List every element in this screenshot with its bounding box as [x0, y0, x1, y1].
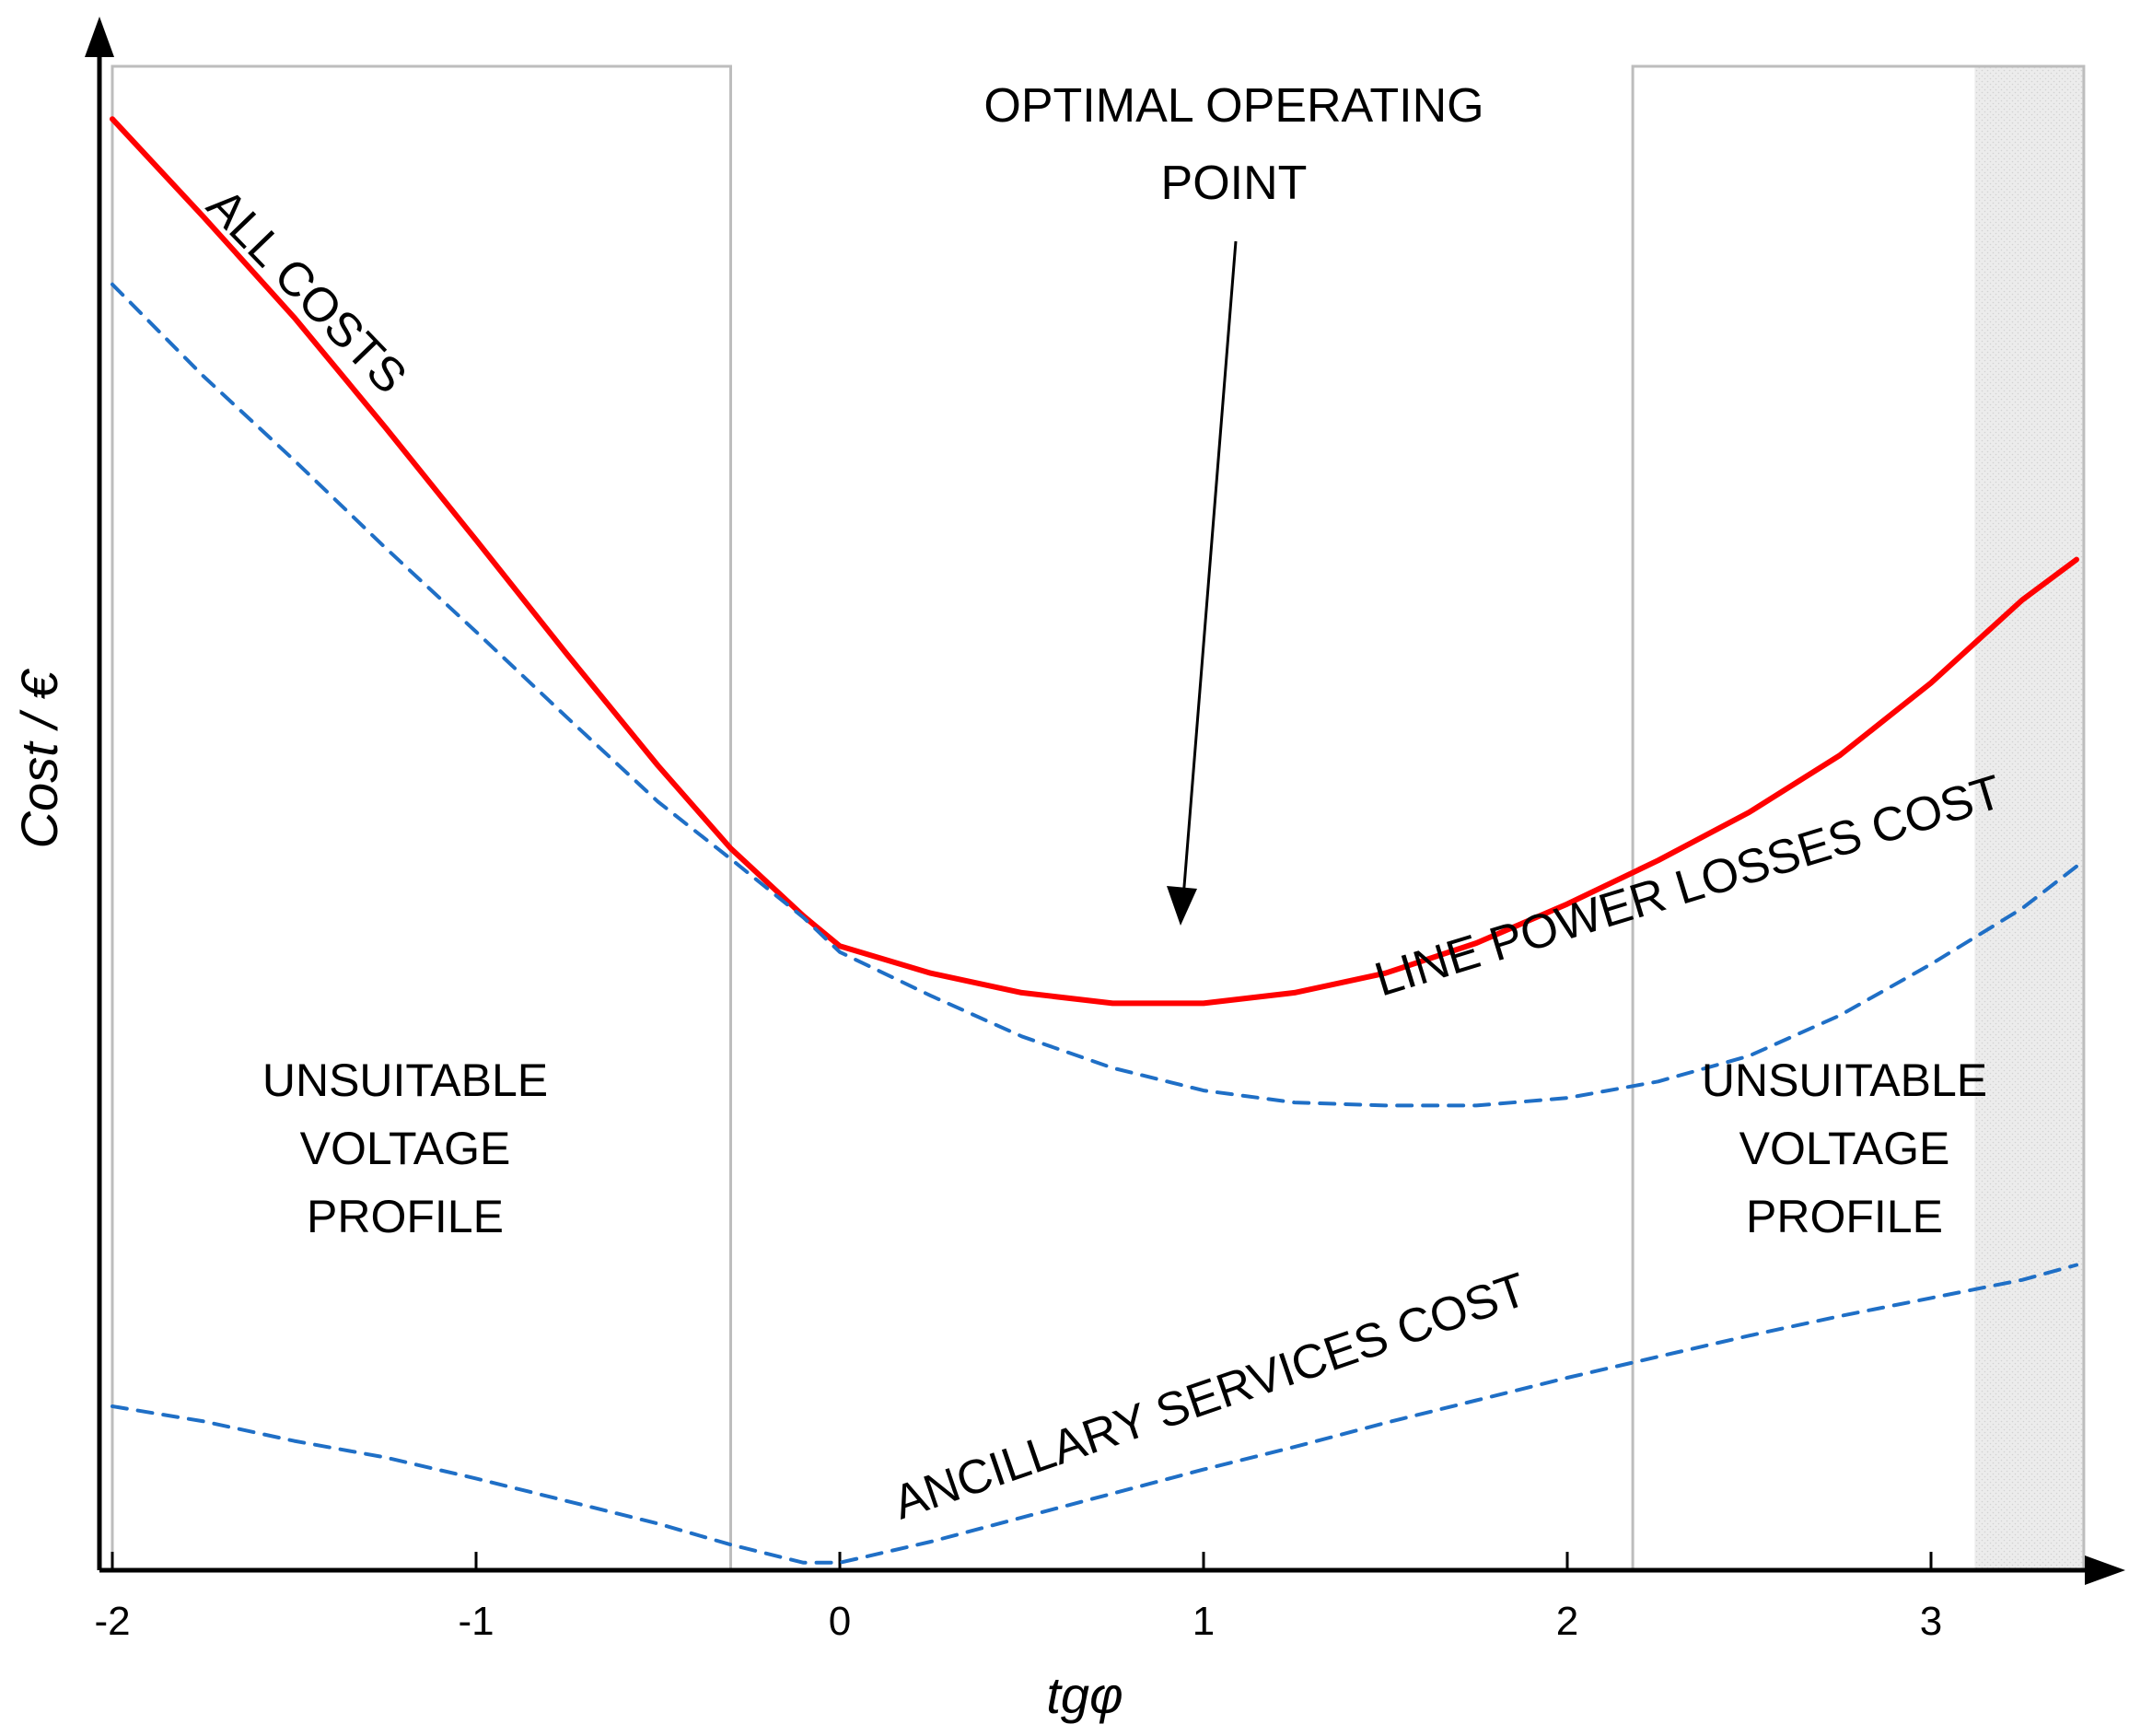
- x-tick-label: 3: [1920, 1599, 1942, 1644]
- x-tick-label: -1: [458, 1599, 494, 1644]
- right-region-label-line-1: UNSUITABLE: [1702, 1054, 1987, 1106]
- left-region-label-line-1: UNSUITABLE: [262, 1054, 548, 1106]
- optimal-point-label-line-2: POINT: [1161, 157, 1308, 210]
- y-axis-title: Cost / €: [10, 669, 68, 849]
- left-region-label: UNSUITABLE VOLTAGE PROFILE: [262, 1054, 548, 1242]
- x-tick-label: -2: [94, 1599, 130, 1644]
- optimal-point-label-line-1: OPTIMAL OPERATING: [983, 79, 1483, 133]
- series-line-line-power-losses-cost: [111, 282, 2078, 1108]
- all-costs-label: ALL COSTS: [196, 179, 416, 404]
- left-region-label-line-3: PROFILE: [307, 1191, 504, 1242]
- y-axis-arrow-icon: [85, 17, 114, 57]
- optimal-point-arrow: [1181, 240, 1238, 899]
- x-axis-arrow-icon: [2085, 1555, 2125, 1585]
- x-ticks: -2 -1 0 1 2 3: [94, 1552, 1942, 1644]
- ancillary-label: ANCILLARY SERVICES COST: [887, 1263, 1533, 1530]
- region-box-0: [111, 64, 732, 1572]
- optimal-point-arrow-head-icon: [1167, 886, 1197, 926]
- hatched-region-1: [1974, 66, 2084, 1570]
- right-region-label: UNSUITABLE VOLTAGE PROFILE: [1702, 1054, 1987, 1242]
- left-region-label-line-2: VOLTAGE: [300, 1123, 511, 1174]
- series-line-ancillary-services-cost: [111, 1263, 2078, 1565]
- region-layer: [111, 64, 2086, 1572]
- series-line-all-costs: [110, 116, 2079, 1007]
- right-region-label-line-3: PROFILE: [1746, 1191, 1943, 1242]
- x-axis-title: tgφ: [1046, 1666, 1123, 1724]
- axes: [85, 17, 2125, 1585]
- series-layer: [110, 116, 2079, 1565]
- x-tick-label: 2: [1556, 1599, 1578, 1644]
- right-region-label-line-2: VOLTAGE: [1739, 1123, 1950, 1174]
- x-tick-label: 0: [829, 1599, 851, 1644]
- x-tick-label: 1: [1192, 1599, 1215, 1644]
- line-losses-label: LINE POWER LOSSES COST: [1369, 765, 2008, 1007]
